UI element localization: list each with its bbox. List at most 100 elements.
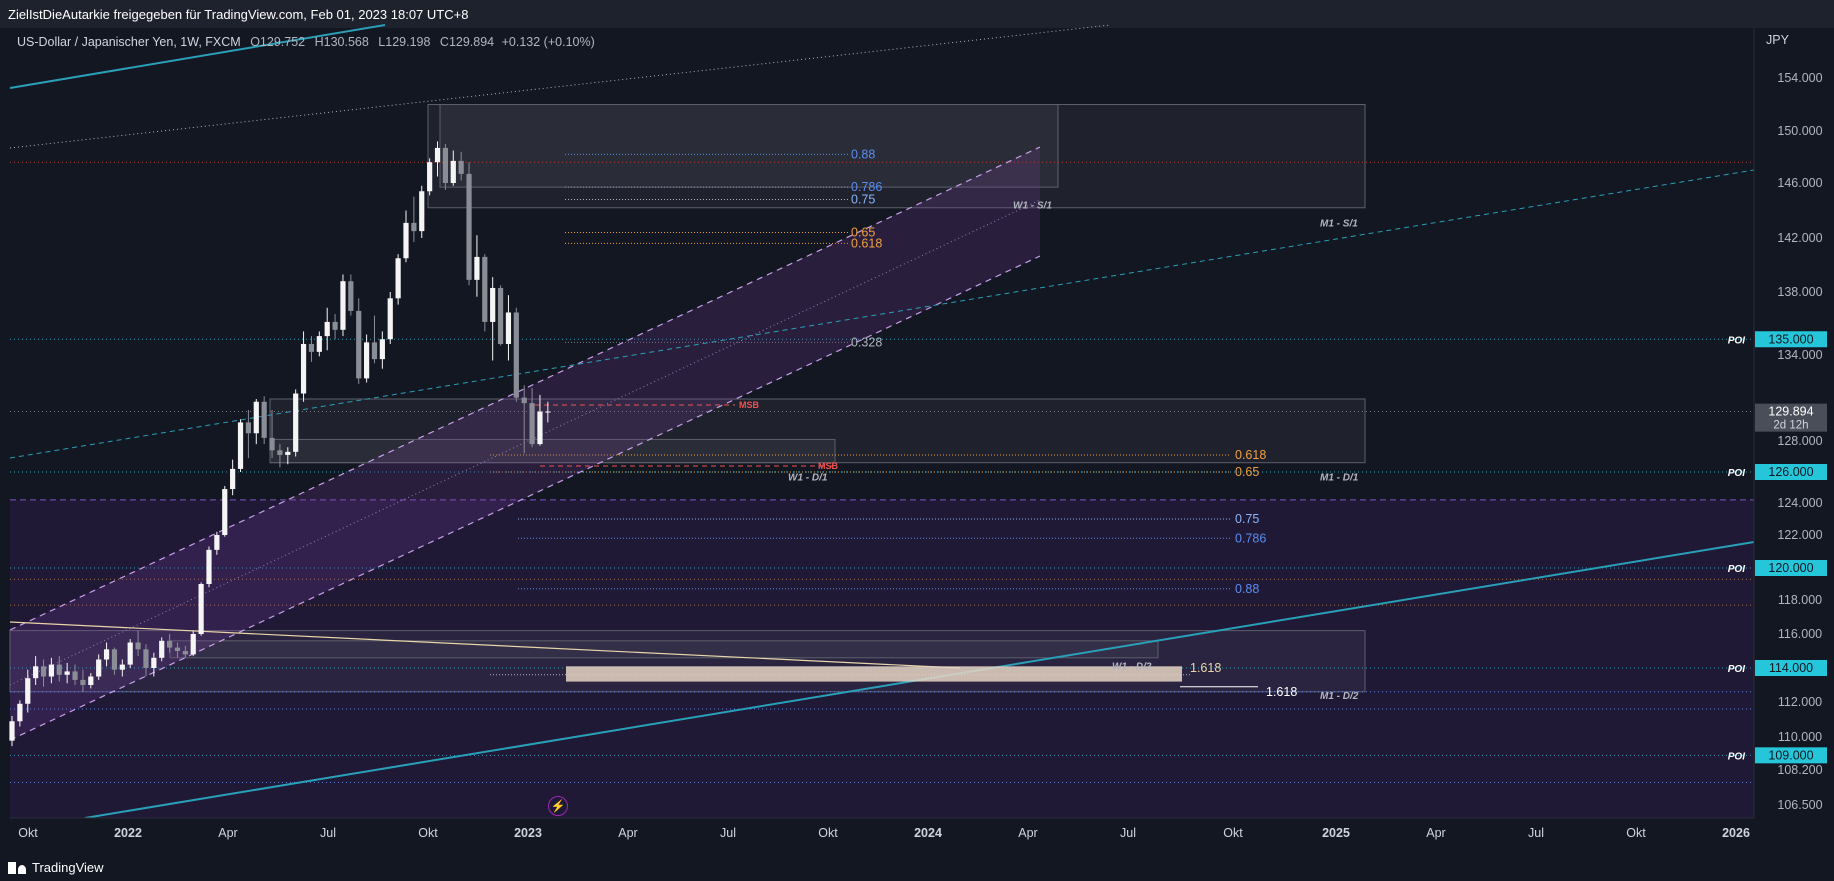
- candle-body: [364, 342, 370, 379]
- candle-body: [206, 549, 212, 584]
- candle-body: [80, 679, 86, 685]
- candle-body: [17, 703, 23, 722]
- fib-level-label: 0.65: [1235, 465, 1259, 479]
- y-tick-label: 108.200: [1777, 763, 1822, 777]
- candle-body: [293, 393, 299, 452]
- candle-body: [442, 147, 448, 183]
- candle-body: [214, 535, 220, 550]
- msb-marker: MSB: [739, 400, 760, 410]
- x-tick-label: 2025: [1322, 826, 1350, 840]
- zone-label: M1 - S/1: [1320, 218, 1358, 229]
- candle-body: [167, 640, 173, 648]
- candle-body: [174, 647, 181, 651]
- tradingview-logo[interactable]: TradingView: [8, 860, 104, 875]
- close-label: C: [439, 35, 449, 49]
- candle-body: [482, 256, 488, 322]
- candle-body: [545, 411, 551, 413]
- candle-body: [348, 281, 354, 311]
- x-tick-label: Okt: [418, 826, 438, 840]
- candle-body: [103, 649, 110, 660]
- poi-badge-value: 114.000: [1769, 661, 1813, 675]
- teal-dashed-trendline: [9, 169, 1755, 459]
- fib-level-label: 0.618: [851, 236, 882, 250]
- candle-body: [269, 437, 275, 451]
- candle-body: [277, 450, 283, 455]
- candle-body: [64, 671, 70, 675]
- symbol-legend: US-Dollar / Japanischer Yen, 1W, FXCM O1…: [17, 35, 595, 49]
- fib-level-label: 1.618: [1266, 685, 1297, 699]
- msb-marker: MSB: [818, 461, 839, 471]
- x-tick-label: Apr: [618, 826, 637, 840]
- fib-level-label: 0.618: [1235, 448, 1266, 462]
- candle-body: [72, 671, 78, 680]
- candle-body: [403, 222, 409, 259]
- x-tick-label: Apr: [1426, 826, 1445, 840]
- poi-badge-value: 126.000: [1768, 465, 1813, 479]
- fib-level-label: 0.88: [851, 147, 875, 161]
- y-tick-label: 138.000: [1777, 285, 1822, 299]
- x-tick-label: 2024: [914, 826, 942, 840]
- candle-body: [56, 664, 62, 675]
- poi-label: POI: [1728, 335, 1745, 346]
- x-tick-label: Jul: [1120, 826, 1136, 840]
- publisher-bar: ZielIstDieAutarkie freigegeben für Tradi…: [0, 0, 1834, 28]
- y-tick-label: 118.000: [1778, 593, 1822, 607]
- candle-body: [316, 336, 322, 352]
- candle-body: [466, 173, 472, 280]
- time-scale: [0, 818, 1834, 854]
- y-tick-label: 106.500: [1777, 798, 1822, 812]
- candle-body: [119, 664, 125, 670]
- high-value: 130.568: [323, 35, 369, 49]
- candle-body: [230, 468, 236, 490]
- beige-trendline: [9, 621, 961, 669]
- candle-body: [151, 657, 157, 668]
- high-label: H: [314, 35, 324, 49]
- low-value: 129.198: [385, 35, 431, 49]
- channel-upper-line: [9, 146, 1041, 631]
- zone-label: W1 - D/2: [1112, 662, 1152, 673]
- x-tick-label: Apr: [218, 826, 237, 840]
- lightning-icon[interactable]: ⚡: [548, 796, 568, 816]
- candle-body: [9, 721, 15, 741]
- footer-bar: TradingView: [0, 854, 1834, 881]
- x-tick-label: Okt: [18, 826, 38, 840]
- candle-body: [537, 411, 543, 445]
- y-tick-label: 142.000: [1777, 231, 1822, 245]
- projection-box: [566, 666, 1182, 682]
- candle-body: [135, 642, 141, 650]
- tradingview-logo-icon: [8, 861, 26, 874]
- candle-body: [371, 342, 378, 360]
- poi-badge-value: 109.000: [1768, 748, 1813, 762]
- candle-body: [245, 422, 251, 434]
- poi-badge: [1755, 660, 1827, 676]
- poi-badge: [1755, 331, 1827, 348]
- poi-label: POI: [1728, 664, 1745, 675]
- y-tick-label: 128.000: [1777, 434, 1822, 448]
- m1-s1-zone: [427, 104, 1366, 209]
- price-chart[interactable]: 0.880.7860.750.650.6180.3280.6180.650.75…: [0, 0, 1834, 854]
- y-tick-label: 124.000: [1777, 496, 1822, 510]
- candle-body: [300, 343, 307, 394]
- x-tick-label: Jul: [320, 826, 336, 840]
- current-price-badge: [1755, 403, 1827, 432]
- candle-body: [237, 422, 244, 469]
- candle-body: [450, 160, 456, 183]
- w1-d1-zone: [269, 438, 836, 464]
- candle-body: [198, 584, 204, 634]
- y-tick-label: 116.000: [1778, 627, 1822, 641]
- symbol-name[interactable]: US-Dollar / Japanischer Yen, 1W, FXCM: [17, 35, 241, 49]
- currency-label[interactable]: JPY: [1766, 33, 1789, 47]
- candle-body: [40, 666, 47, 677]
- price-scale: [1754, 28, 1834, 854]
- candle-body: [356, 310, 362, 379]
- candle-body: [190, 634, 196, 655]
- candle-body: [332, 321, 338, 330]
- channel-mid-line: [9, 199, 1041, 686]
- poi-badge-value: 135.000: [1768, 332, 1813, 346]
- current-price-value: 129.894: [1768, 405, 1813, 419]
- candle-body: [505, 312, 512, 344]
- candle-body: [308, 343, 315, 352]
- candle-body: [33, 666, 39, 679]
- x-tick-label: Okt: [1223, 826, 1243, 840]
- candle-body: [88, 676, 94, 685]
